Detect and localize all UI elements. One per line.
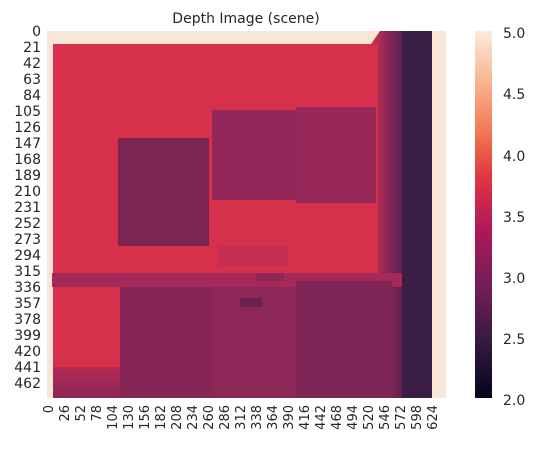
y-tick: 399 xyxy=(14,328,41,344)
y-tick: 126 xyxy=(14,120,41,136)
depth-stove-knob xyxy=(240,298,262,307)
colorbar-tick: 5.0 xyxy=(503,26,525,42)
depth-floor-strip xyxy=(53,367,120,398)
y-tick: 63 xyxy=(23,72,41,88)
colorbar: 5.0 4.5 4.0 3.5 3.0 2.5 2.0 xyxy=(475,26,525,409)
y-tick: 42 xyxy=(23,56,41,72)
y-tick: 189 xyxy=(14,168,41,184)
x-tick: 182 xyxy=(154,405,169,430)
y-tick: 21 xyxy=(23,40,41,56)
y-tick: 168 xyxy=(14,152,41,168)
x-tick: 286 xyxy=(218,405,233,430)
y-tick: 84 xyxy=(23,88,41,104)
x-tick: 78 xyxy=(90,405,105,422)
x-tick: 442 xyxy=(314,405,329,430)
y-tick: 420 xyxy=(14,344,41,360)
heatmap-plot xyxy=(47,31,446,398)
colorbar-tick: 2.0 xyxy=(503,393,525,409)
y-tick: 210 xyxy=(14,184,41,200)
depth-faucet xyxy=(256,273,284,281)
depth-upper-cabinet-mid xyxy=(212,110,296,200)
x-tick: 0 xyxy=(42,405,57,413)
y-tick: 378 xyxy=(14,312,41,328)
x-tick: 598 xyxy=(410,405,425,430)
x-tick: 520 xyxy=(362,405,377,430)
y-axis-ticks: 0 21 42 63 84 105 126 147 168 189 210 23… xyxy=(14,24,41,392)
x-tick: 416 xyxy=(298,405,313,430)
x-tick: 312 xyxy=(234,405,249,430)
y-tick: 315 xyxy=(14,264,41,280)
x-tick: 208 xyxy=(170,405,185,430)
x-tick: 546 xyxy=(378,405,393,430)
y-tick: 462 xyxy=(14,376,41,392)
x-tick: 624 xyxy=(426,405,441,430)
y-tick: 357 xyxy=(14,296,41,312)
colorbar-gradient xyxy=(475,31,492,398)
colorbar-tick: 2.5 xyxy=(503,332,525,348)
y-tick: 105 xyxy=(14,104,41,120)
y-tick: 231 xyxy=(14,200,41,216)
x-tick: 26 xyxy=(58,405,73,422)
x-tick: 52 xyxy=(74,405,89,422)
x-tick: 260 xyxy=(202,405,217,430)
depth-range-hood xyxy=(218,246,288,266)
x-tick: 364 xyxy=(266,405,281,430)
depth-lower-cabinet-left xyxy=(120,287,210,398)
x-axis-ticks: 0 26 52 78 104 130 156 182 208 234 260 2… xyxy=(42,405,441,430)
chart-title: Depth Image (scene) xyxy=(172,11,319,27)
depth-upper-cabinet-right xyxy=(296,107,376,203)
y-tick: 441 xyxy=(14,360,41,376)
y-tick: 0 xyxy=(32,24,41,40)
depth-right-wall-dark xyxy=(402,31,432,398)
y-tick: 252 xyxy=(14,216,41,232)
colorbar-tick: 4.0 xyxy=(503,149,525,165)
x-tick: 156 xyxy=(138,405,153,430)
x-tick: 104 xyxy=(106,405,121,430)
x-tick: 494 xyxy=(346,405,361,430)
x-tick: 338 xyxy=(250,405,265,430)
colorbar-tick: 4.5 xyxy=(503,87,525,103)
y-tick: 294 xyxy=(14,248,41,264)
depth-upper-cabinet-left xyxy=(118,138,209,246)
y-tick: 147 xyxy=(14,136,41,152)
x-tick: 390 xyxy=(282,405,297,430)
y-tick: 336 xyxy=(14,280,41,296)
x-tick: 130 xyxy=(122,405,137,430)
y-tick: 273 xyxy=(14,232,41,248)
x-tick: 572 xyxy=(394,405,409,430)
depth-lower-cabinet-right xyxy=(296,281,392,398)
colorbar-tick: 3.5 xyxy=(503,210,525,226)
x-tick: 234 xyxy=(186,405,201,430)
x-tick: 468 xyxy=(330,405,345,430)
colorbar-tick: 3.0 xyxy=(503,271,525,287)
